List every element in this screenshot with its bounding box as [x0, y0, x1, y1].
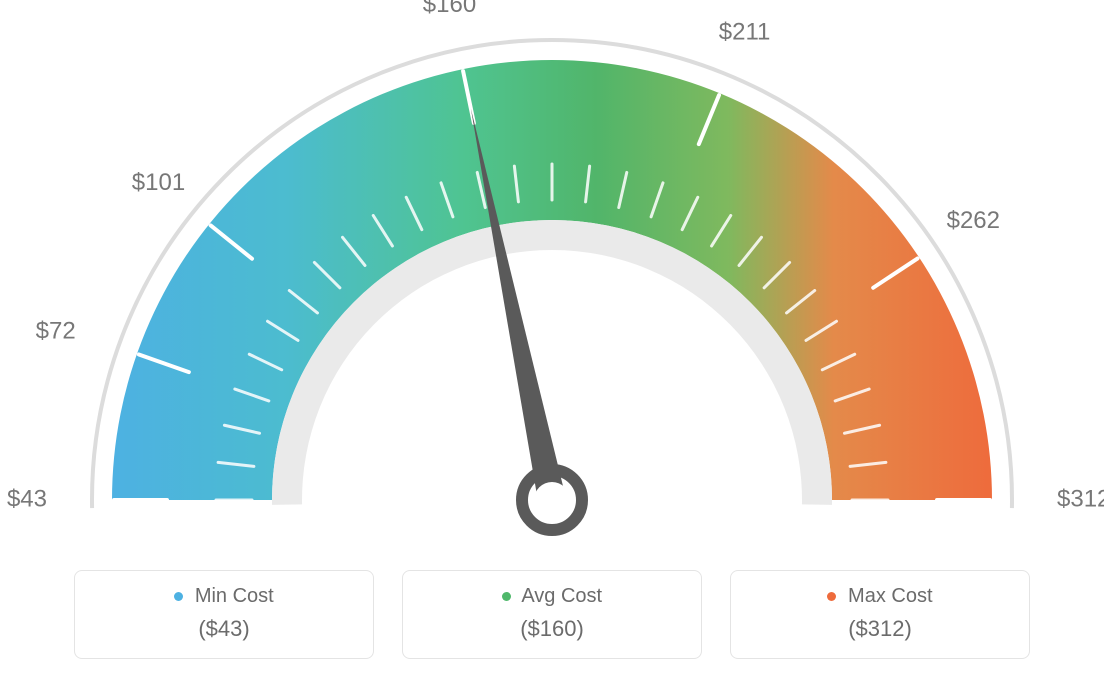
legend-title-max: Max Cost	[741, 585, 1019, 608]
legend-value-min: ($43)	[85, 616, 363, 642]
legend-value-max: ($312)	[741, 616, 1019, 642]
gauge-svg: $43 $72 $101 $160 $211 $262 $312	[0, 0, 1104, 560]
dot-icon	[174, 592, 183, 601]
legend-title-min: Min Cost	[85, 585, 363, 608]
legend-label: Max Cost	[848, 585, 932, 607]
svg-text:$101: $101	[132, 169, 185, 196]
legend-label: Avg Cost	[521, 585, 602, 607]
legend-card-max: Max Cost ($312)	[730, 570, 1030, 659]
legend-title-avg: Avg Cost	[413, 585, 691, 608]
legend-label: Min Cost	[195, 585, 274, 607]
svg-text:$312: $312	[1057, 485, 1104, 512]
svg-text:$262: $262	[947, 207, 1000, 234]
legend-value-avg: ($160)	[413, 616, 691, 642]
legend-card-avg: Avg Cost ($160)	[402, 570, 702, 659]
svg-text:$211: $211	[719, 19, 771, 46]
svg-text:$160: $160	[423, 0, 476, 18]
legend-card-min: Min Cost ($43)	[74, 570, 374, 659]
legend-row: Min Cost ($43) Avg Cost ($160) Max Cost …	[0, 570, 1104, 659]
svg-text:$72: $72	[36, 318, 76, 345]
svg-text:$43: $43	[7, 485, 47, 512]
cost-gauge-chart: $43 $72 $101 $160 $211 $262 $312	[0, 0, 1104, 560]
dot-icon	[827, 592, 836, 601]
dot-icon	[502, 592, 511, 601]
